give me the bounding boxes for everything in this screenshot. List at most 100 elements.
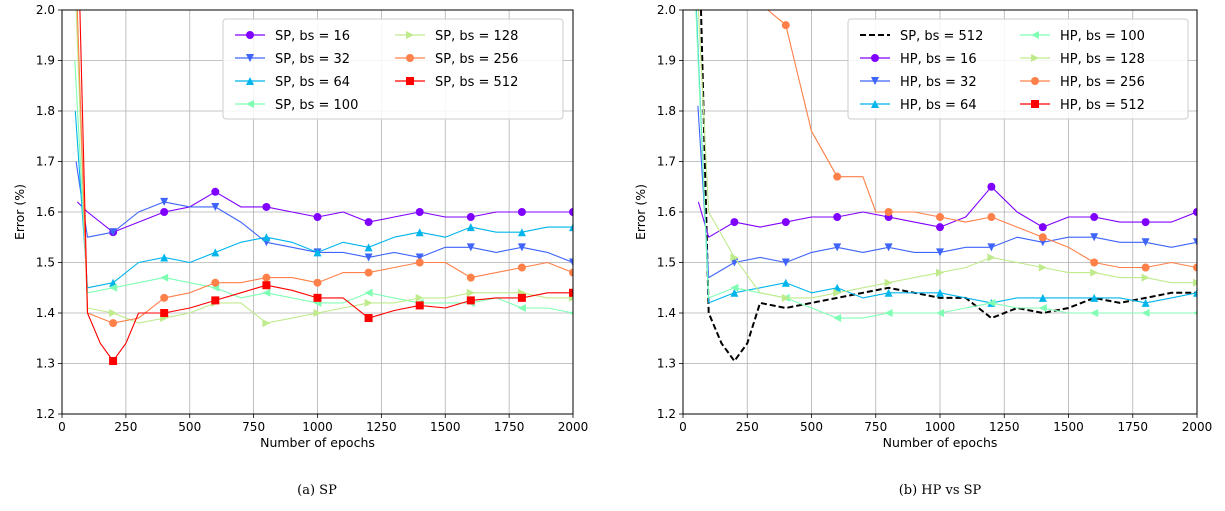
x-tick-label: 1000 xyxy=(925,420,956,434)
legend-marker xyxy=(406,54,414,62)
data-point xyxy=(987,183,995,191)
chart-panel-2: 0 250 500 750 1000 1250 1500 1750 20001.21.31.41… xyxy=(633,3,1212,498)
x-tick-label: 750 xyxy=(242,420,265,434)
x-tick-label: 1250 xyxy=(366,420,397,434)
legend-entry-label: HP, bs = 64 xyxy=(900,98,977,113)
x-tick-label: 0 xyxy=(58,420,66,434)
data-point xyxy=(1039,264,1047,272)
data-point xyxy=(987,213,995,221)
y-tick-label: 1.9 xyxy=(36,54,55,68)
x-tick-label: 1000 xyxy=(302,420,333,434)
data-point xyxy=(211,296,219,304)
legend-entry-label: SP, bs = 512 xyxy=(435,75,518,90)
data-point xyxy=(365,253,373,261)
data-point xyxy=(211,188,219,196)
data-point xyxy=(1142,264,1150,272)
data-point xyxy=(467,296,475,304)
data-point xyxy=(518,208,526,216)
data-point xyxy=(262,281,270,289)
x-tick-label: 1750 xyxy=(494,420,525,434)
data-point xyxy=(833,314,841,322)
y-tick-label: 1.2 xyxy=(36,407,55,421)
data-point xyxy=(467,213,475,221)
x-tick-label: 750 xyxy=(864,420,887,434)
y-tick-label: 1.7 xyxy=(657,155,676,169)
legend-marker xyxy=(871,54,879,62)
data-point xyxy=(936,213,944,221)
data-point xyxy=(885,279,893,287)
data-point xyxy=(833,213,841,221)
x-tick-label: 250 xyxy=(114,420,137,434)
data-point xyxy=(160,208,168,216)
data-point xyxy=(936,223,944,231)
legend: SP, bs = 512 HP, bs = 16 HP, bs = 32 HP, bs… xyxy=(848,19,1188,119)
y-tick-label: 1.9 xyxy=(657,54,676,68)
legend-entry-label: SP, bs = 128 xyxy=(435,29,518,44)
legend-entry-label: SP, bs = 256 xyxy=(435,52,518,67)
data-point xyxy=(365,289,373,297)
x-axis-label: Number of epochs xyxy=(260,435,375,450)
subfigure-caption: (b) HP vs SP xyxy=(899,483,982,498)
y-tick-label: 1.8 xyxy=(36,104,55,118)
data-point xyxy=(262,274,270,282)
data-point xyxy=(730,218,738,226)
data-point xyxy=(365,218,373,226)
x-tick-label: 1500 xyxy=(430,420,461,434)
data-point xyxy=(365,243,373,251)
data-point xyxy=(314,294,322,302)
data-point xyxy=(262,289,270,297)
legend-entry-label: SP, bs = 100 xyxy=(275,98,358,113)
legend-entry-label: HP, bs = 128 xyxy=(1060,52,1145,67)
data-point xyxy=(1142,274,1150,282)
legend-entry-label: HP, bs = 32 xyxy=(900,75,977,90)
legend-marker xyxy=(246,31,254,39)
legend-marker xyxy=(406,77,414,85)
data-point xyxy=(1142,309,1150,317)
data-point xyxy=(160,274,168,282)
data-point xyxy=(518,304,526,312)
legend-entry-label: HP, bs = 100 xyxy=(1060,29,1145,44)
data-point xyxy=(1090,259,1098,267)
data-point xyxy=(211,279,219,287)
data-point xyxy=(1142,218,1150,226)
series-line-3 xyxy=(75,111,573,288)
data-point xyxy=(1039,233,1047,241)
y-tick-label: 1.6 xyxy=(657,205,676,219)
data-point xyxy=(416,301,424,309)
legend-entry-label: SP, bs = 512 xyxy=(900,29,983,44)
y-tick-label: 1.3 xyxy=(36,357,55,371)
legend-marker xyxy=(1031,77,1039,85)
x-tick-label: 0 xyxy=(679,420,687,434)
data-point xyxy=(109,357,117,365)
y-axis-label: Error (%) xyxy=(633,184,648,240)
y-tick-label: 1.5 xyxy=(36,256,55,270)
y-tick-label: 1.7 xyxy=(36,155,55,169)
data-point xyxy=(518,294,526,302)
data-point xyxy=(1090,213,1098,221)
y-tick-label: 1.8 xyxy=(657,104,676,118)
legend-entry-label: SP, bs = 32 xyxy=(275,52,350,67)
data-point xyxy=(885,208,893,216)
y-tick-label: 1.2 xyxy=(657,407,676,421)
data-point xyxy=(782,21,790,29)
data-point xyxy=(365,314,373,322)
x-tick-label: 1750 xyxy=(1117,420,1148,434)
data-point xyxy=(518,264,526,272)
legend-entry-label: HP, bs = 256 xyxy=(1060,75,1145,90)
data-point xyxy=(365,269,373,277)
data-point xyxy=(262,203,270,211)
data-point xyxy=(467,289,475,297)
data-point xyxy=(987,253,995,261)
y-axis-label: Error (%) xyxy=(12,184,27,240)
subfigure-caption: (a) SP xyxy=(297,483,337,498)
data-point xyxy=(416,208,424,216)
x-tick-label: 2000 xyxy=(1182,420,1213,434)
y-tick-label: 1.6 xyxy=(36,205,55,219)
y-tick-label: 1.4 xyxy=(657,306,676,320)
data-point xyxy=(1090,269,1098,277)
data-point xyxy=(782,218,790,226)
data-point xyxy=(262,319,270,327)
x-tick-label: 1250 xyxy=(989,420,1020,434)
x-tick-label: 2000 xyxy=(558,420,589,434)
chart-panel-1: 0 250 500 750 1000 1250 1500 1750 20001.21.31.41… xyxy=(12,3,588,498)
